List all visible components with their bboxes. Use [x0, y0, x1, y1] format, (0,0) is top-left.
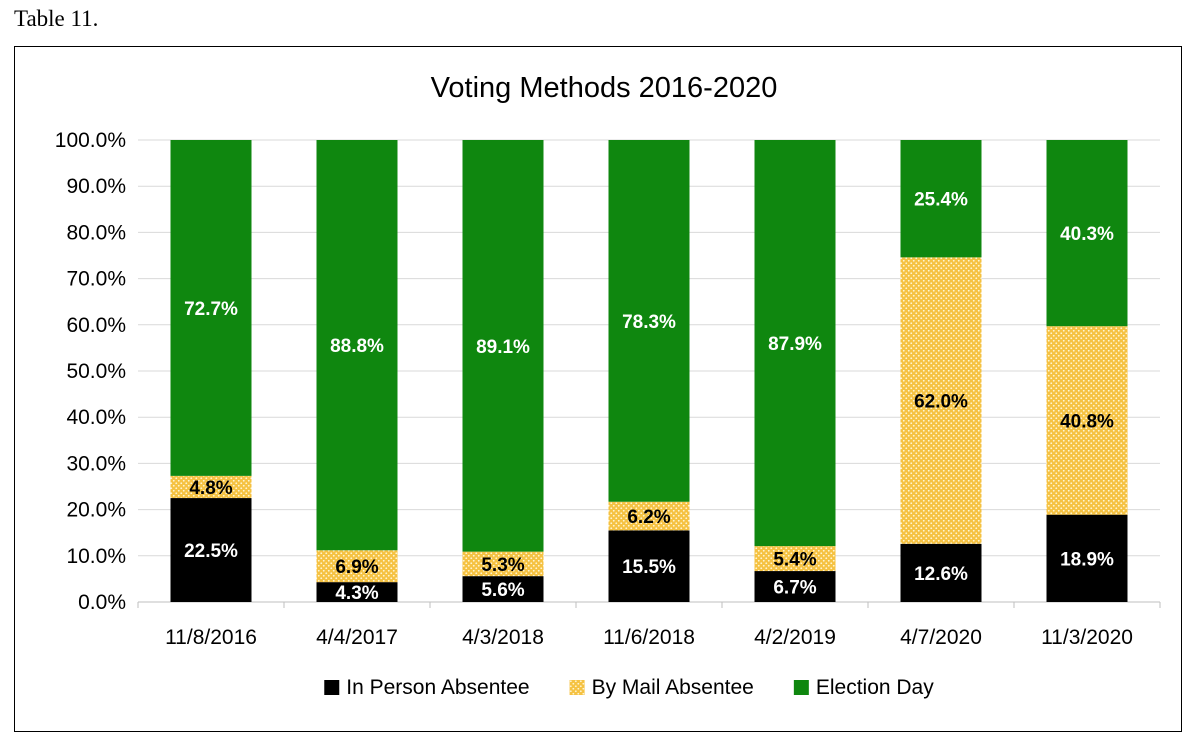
- x-tick-label: 4/4/2017: [316, 626, 398, 649]
- data-label: 15.5%: [622, 557, 676, 578]
- data-label: 6.7%: [773, 578, 816, 599]
- bar-segment: [900, 140, 982, 258]
- bar-segment: [1046, 326, 1128, 515]
- data-label: 78.3%: [622, 312, 676, 333]
- data-label: 40.8%: [1060, 411, 1114, 432]
- y-tick-label: 50.0%: [66, 360, 126, 383]
- y-tick-label: 100.0%: [55, 129, 126, 152]
- data-label: 4.8%: [189, 478, 232, 499]
- bar-stack: 15.5% 6.2% 78.3%: [608, 140, 690, 602]
- bar-segment: [170, 140, 252, 476]
- data-label: 72.7%: [184, 299, 238, 320]
- bar-stack: 4.3% 6.9% 88.8%: [316, 140, 398, 604]
- y-tick-label: 80.0%: [66, 221, 126, 244]
- legend-item: In Person Absentee: [324, 676, 530, 699]
- data-label: 88.8%: [330, 336, 384, 357]
- bar-segment: [754, 546, 836, 572]
- bar-stack: 22.5% 4.8% 72.7%: [170, 140, 252, 602]
- bar-segment: [170, 475, 252, 499]
- y-tick-label: 70.0%: [66, 268, 126, 291]
- bar-segment: [316, 550, 398, 583]
- bar-segment: [462, 576, 544, 602]
- bar-segment: [462, 551, 544, 577]
- data-label: 12.6%: [914, 564, 968, 585]
- x-tick-label: 11/3/2020: [1041, 626, 1133, 649]
- data-label: 87.9%: [768, 334, 822, 355]
- data-label: 40.3%: [1060, 224, 1114, 245]
- bar-segment: [608, 501, 690, 531]
- data-label: 4.3%: [335, 583, 378, 604]
- y-tick-label: 90.0%: [66, 175, 126, 198]
- bar-stack: 12.6% 62.0% 25.4%: [900, 140, 982, 602]
- data-label: 5.4%: [773, 550, 816, 571]
- y-tick-label: 0.0%: [78, 591, 126, 614]
- legend-item: By Mail Absentee: [569, 676, 754, 699]
- x-tick-label: 4/3/2018: [462, 626, 544, 649]
- table-caption: Table 11.: [14, 6, 99, 31]
- data-label: 89.1%: [476, 337, 530, 358]
- bar-segment: [316, 582, 398, 602]
- bars: 22.5% 4.8% 72.7% 4.3% 6.9% 88.8% 5.6% 5.3% 89.1%…: [170, 140, 1128, 604]
- bar-stack: 6.7% 5.4% 87.9%: [754, 140, 836, 602]
- chart-title: Voting Methods 2016-2020: [431, 72, 778, 104]
- bar-segment: [170, 498, 252, 602]
- x-tick-label: 11/6/2018: [603, 626, 695, 649]
- data-label: 62.0%: [914, 392, 968, 413]
- bar-segment: [1046, 514, 1128, 602]
- bar-segment: [900, 543, 982, 602]
- y-tick-label: 10.0%: [66, 545, 126, 568]
- bar-segment: [462, 140, 544, 552]
- y-tick-label: 40.0%: [66, 406, 126, 429]
- data-label: 5.3%: [481, 555, 524, 576]
- legend-label: In Person Absentee: [346, 676, 529, 699]
- legend: In Person Absentee By Mail Absentee Electi…: [324, 676, 934, 699]
- chart-frame: Voting Methods 2016-2020 22.5% 4.8% 72.7% 4…: [14, 46, 1182, 732]
- legend-label: Election Day: [816, 676, 934, 699]
- y-tick-label: 30.0%: [66, 452, 126, 475]
- legend-swatch: [793, 680, 809, 695]
- legend-label: By Mail Absentee: [592, 676, 754, 699]
- data-label: 6.2%: [627, 507, 670, 528]
- bar-segment: [754, 571, 836, 602]
- data-label: 22.5%: [184, 541, 238, 562]
- axes: 0.0% 10.0% 20.0% 30.0% 40.0% 50.0% 60.0% 70.0% 8…: [55, 129, 1161, 649]
- bar-segment: [1046, 140, 1128, 327]
- x-tick-label: 11/8/2016: [165, 626, 257, 649]
- x-tick-label: 4/7/2020: [900, 626, 982, 649]
- legend-swatch: [324, 680, 340, 695]
- x-tick-label: 4/2/2019: [754, 626, 836, 649]
- bar-stack: 5.6% 5.3% 89.1%: [462, 140, 544, 602]
- legend-item: Election Day: [793, 676, 934, 699]
- bar-segment: [316, 140, 398, 551]
- data-label: 25.4%: [914, 190, 968, 211]
- legend-swatch: [569, 680, 585, 695]
- bar-stack: 18.9% 40.8% 40.3%: [1046, 140, 1128, 602]
- bar-segment: [754, 140, 836, 547]
- data-label: 6.9%: [335, 557, 378, 578]
- y-tick-label: 20.0%: [66, 499, 126, 522]
- bar-segment: [900, 257, 982, 544]
- stacked-bar-chart: Voting Methods 2016-2020 22.5% 4.8% 72.7% 4…: [55, 72, 1161, 699]
- data-label: 5.6%: [481, 580, 524, 601]
- bar-segment: [608, 530, 690, 602]
- y-tick-label: 60.0%: [66, 314, 126, 337]
- data-label: 18.9%: [1060, 549, 1114, 570]
- bar-segment: [608, 140, 690, 502]
